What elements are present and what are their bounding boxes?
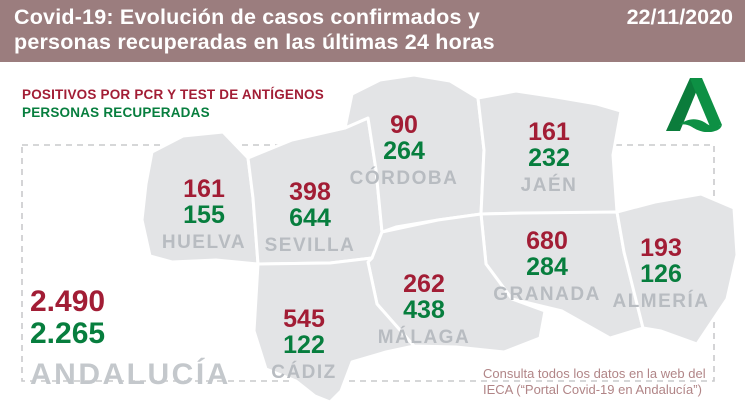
province-stats-malaga: 262 438 MÁLAGA [378, 271, 470, 351]
province-positives: 398 [289, 178, 331, 206]
province-recovered: 264 [383, 137, 425, 165]
region-total-name: ANDALUCÍA [30, 358, 231, 391]
province-recovered: 644 [289, 204, 331, 232]
province-recovered: 126 [640, 260, 682, 288]
province-recovered: 155 [183, 201, 225, 229]
province-stats-cordoba: 90 264 CÓRDOBA [350, 112, 459, 192]
header-bar: Covid-19: Evolución de casos confirmados… [0, 0, 745, 62]
region-total-stats: 2.490 2.265 ANDALUCÍA [30, 286, 231, 391]
province-name: HUELVA [161, 232, 247, 253]
province-recovered: 122 [283, 331, 325, 359]
province-recovered: 232 [528, 144, 570, 172]
province-positives: 90 [390, 111, 418, 139]
legend-recovered-label: PERSONAS RECUPERADAS [22, 105, 210, 120]
region-total-recovered: 2.265 [30, 317, 106, 350]
province-recovered: 284 [526, 253, 568, 281]
province-shape-almeria [615, 192, 739, 346]
province-positives: 193 [640, 234, 682, 262]
province-stats-huelva: 161 155 HUELVA [162, 176, 246, 256]
province-stats-cadiz: 545 122 CÁDIZ [271, 306, 337, 386]
province-shape-jaen [476, 89, 623, 217]
province-stats-granada: 680 284 GRANADA [493, 228, 601, 308]
province-stats-jaen: 161 232 JAÉN [521, 119, 578, 199]
province-name: GRANADA [493, 284, 601, 305]
legend: POSITIVOS POR PCR Y TEST DE ANTÍGENOS PE… [22, 86, 324, 122]
province-positives: 545 [283, 305, 325, 333]
province-positives: 161 [183, 175, 225, 203]
footer-note-line2: IECA (“Portal Covid-19 en Andalucía”) [483, 381, 702, 397]
junta-de-andalucia-logo-icon [666, 78, 722, 132]
province-name: CÓRDOBA [349, 168, 459, 189]
footer-note-line1: Consulta todos los datos en la web del [483, 366, 706, 381]
province-name: JAÉN [520, 175, 578, 196]
province-stats-sevilla: 398 644 SEVILLA [265, 179, 356, 259]
province-name: ALMERÍA [612, 291, 710, 312]
province-shape-cadiz [252, 256, 416, 404]
legend-positives-label: POSITIVOS POR PCR Y TEST DE ANTÍGENOS [22, 87, 324, 102]
province-positives: 262 [403, 270, 445, 298]
province-positives: 680 [526, 227, 568, 255]
page-title-line1: Covid-19: Evolución de casos confirmados… [14, 5, 480, 29]
province-name: CÁDIZ [271, 362, 337, 383]
province-stats-almeria: 193 126 ALMERÍA [612, 235, 709, 315]
region-total-positives: 2.490 [30, 285, 106, 318]
footer-note: Consulta todos los datos en la web del I… [483, 366, 706, 397]
province-name: SEVILLA [264, 235, 356, 256]
province-recovered: 438 [403, 296, 445, 324]
province-positives: 161 [528, 118, 570, 146]
province-name: MÁLAGA [377, 327, 471, 348]
page-title: Covid-19: Evolución de casos confirmados… [14, 5, 495, 55]
page-title-line2: personas recuperadas en las últimas 24 h… [14, 30, 495, 54]
date-label: 22/11/2020 [626, 5, 733, 29]
